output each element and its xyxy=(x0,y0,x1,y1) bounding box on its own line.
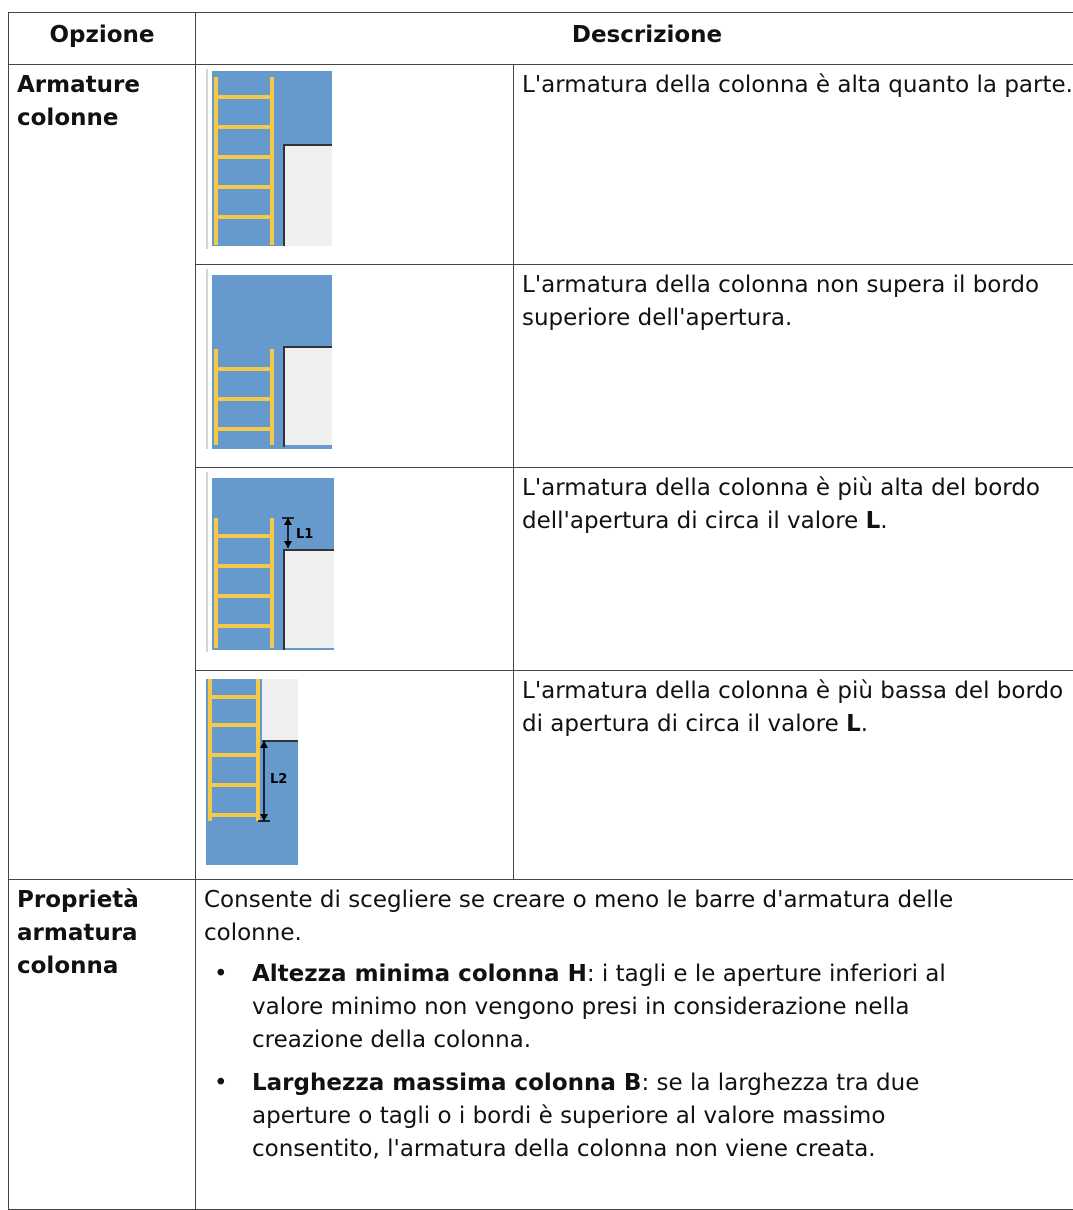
diagram: L1 xyxy=(204,472,334,652)
description-cell: L'armatura della colonna è più bassa del… xyxy=(514,671,1073,880)
header-cell: Descrizione xyxy=(196,13,1073,65)
text: L'armatura della colonna è più bassa del… xyxy=(522,678,1063,737)
image-cell xyxy=(196,265,514,468)
description-cell: L'armatura della colonna non supera il b… xyxy=(514,265,1073,468)
bullet-list: Altezza minima colonna H: i tagli e le a… xyxy=(204,958,998,1166)
bullet: Larghezza massima colonna B: se la largh… xyxy=(204,1067,998,1166)
bold-text: L xyxy=(866,508,881,534)
option-cell: Proprietà armatura colonna xyxy=(9,880,196,1210)
options-table: Opzione Descrizione Armature colonne L'a… xyxy=(8,12,1073,1210)
diagram xyxy=(204,69,334,249)
bold-text: L xyxy=(846,711,861,737)
image-cell xyxy=(196,65,514,265)
description-cell: L'armatura della colonna è più alta del … xyxy=(514,468,1073,671)
header-row: Opzione Descrizione xyxy=(9,13,1073,65)
text: L'armatura della colonna è più alta del … xyxy=(522,475,1040,534)
bullet: Altezza minima colonna H: i tagli e le a… xyxy=(204,958,998,1057)
description-cell: L'armatura della colonna è alta quanto l… xyxy=(514,65,1073,265)
header-cell: Opzione xyxy=(9,13,196,65)
option-cell: Armature colonne xyxy=(9,65,196,880)
diagram xyxy=(204,269,334,449)
intro-text: Consente di scegliere se creare o meno l… xyxy=(204,884,998,950)
text: L'armatura della colonna è alta quanto l… xyxy=(522,72,1073,98)
bold-text: Larghezza massima colonna B xyxy=(252,1070,641,1096)
image-cell: L1 xyxy=(196,468,514,671)
text: L'armatura della colonna non supera il b… xyxy=(522,272,1039,331)
text: . xyxy=(880,508,887,534)
diagram: L2 xyxy=(198,675,328,865)
image-label: L1 xyxy=(296,527,313,542)
text: . xyxy=(861,711,868,737)
image-label: L2 xyxy=(270,772,287,787)
bold-text: Altezza minima colonna H xyxy=(252,961,587,987)
image-cell: L2 xyxy=(196,671,514,880)
description-cell: Consente di scegliere se creare o meno l… xyxy=(196,880,1073,1210)
